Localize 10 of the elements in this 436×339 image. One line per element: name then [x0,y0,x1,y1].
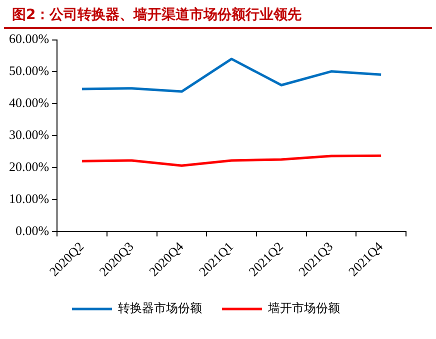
y-tick-label: 20.00% [8,158,50,174]
y-tick-label: 0.00% [15,222,50,238]
y-tick-label: 40.00% [8,95,50,110]
y-tick-label: 30.00% [8,126,50,142]
y-tick-label: 10.00% [8,190,50,206]
chart-title: 图2：公司转换器、墙开渠道市场份额行业领先 [4,0,432,29]
legend-label: 转换器市场份额 [118,301,202,316]
y-tick-label: 60.00% [8,31,50,46]
legend-label: 墙开市场份额 [267,301,340,316]
y-tick-label: 50.00% [8,63,50,78]
